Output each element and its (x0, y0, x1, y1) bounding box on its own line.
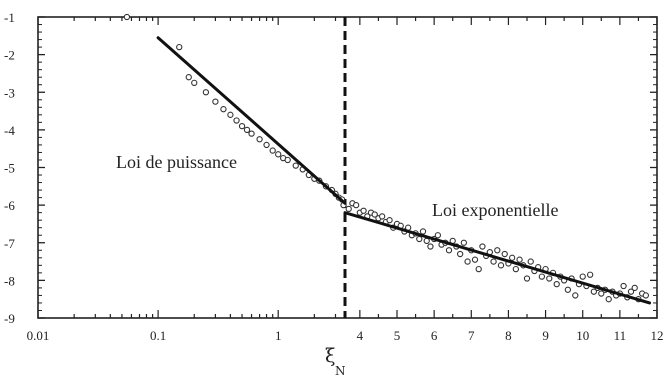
data-point (191, 79, 198, 86)
x-tick-label: 7 (468, 328, 475, 343)
data-point (386, 217, 393, 224)
data-point (471, 256, 479, 263)
x-axis-label-subscript: N (335, 364, 346, 378)
data-point (275, 151, 282, 158)
data-point (620, 282, 627, 290)
data-point (445, 247, 453, 254)
data-point (360, 207, 367, 214)
data-point (590, 288, 598, 295)
data-point (605, 296, 612, 303)
data-point (419, 228, 427, 235)
data-point (497, 262, 505, 269)
x-tick-label: 0.01 (27, 328, 50, 343)
data-point (416, 235, 423, 243)
data-point (212, 98, 219, 105)
data-point (598, 290, 605, 297)
data-point (185, 74, 192, 81)
data-point (464, 258, 471, 265)
data-point (202, 89, 210, 96)
data-point (227, 111, 234, 118)
data-point (243, 126, 251, 134)
data-point (512, 265, 520, 273)
x-tick-label: 11 (614, 328, 627, 343)
x-tick-label: 6 (431, 328, 438, 343)
y-tick-label: -8 (4, 273, 15, 288)
data-point (220, 106, 227, 113)
data-point (527, 258, 534, 265)
data-point (423, 237, 430, 245)
data-point (475, 265, 482, 273)
y-tick-label: -2 (4, 48, 15, 63)
data-point (284, 156, 291, 164)
data-point (538, 273, 546, 280)
y-tick-label: -1 (4, 10, 15, 25)
data-point (123, 13, 131, 21)
data-point (508, 254, 516, 261)
data-point (427, 243, 434, 250)
x-tick-label: 1 (275, 328, 282, 343)
y-tick-label: -6 (4, 198, 15, 213)
data-point (572, 292, 579, 299)
data-point (434, 232, 442, 239)
data-point (345, 205, 352, 213)
data-point (579, 273, 586, 280)
data-point (546, 275, 553, 282)
data-point (263, 141, 270, 149)
plot-frame (37, 16, 658, 319)
x-tick-label: 10 (576, 328, 589, 343)
x-tick-label: 12 (651, 328, 664, 343)
exponential-fit-line (343, 211, 652, 305)
annotation-power-law: Loi de puissance (116, 152, 237, 172)
data-point (586, 271, 594, 278)
x-axis-label: ξ (325, 345, 335, 367)
x-tick-label: 8 (505, 328, 512, 343)
fit-lines (156, 36, 652, 305)
y-tick-label: -9 (4, 311, 15, 326)
data-point (479, 243, 486, 250)
x-tick-labels: 0.01 0.1 1 4 5 6 7 8 9 10 11 12 (27, 328, 664, 343)
y-tick-label: -5 (4, 161, 15, 176)
y-tick-label: -7 (4, 236, 15, 251)
annotation-exponential: Loi exponentielle (432, 200, 558, 220)
data-point (553, 280, 560, 288)
y-tick-label: -4 (4, 123, 15, 138)
data-point (642, 292, 650, 299)
data-point (523, 275, 531, 282)
x-tick-label: 9 (542, 328, 549, 343)
data-point (378, 213, 386, 220)
data-point (292, 162, 299, 169)
data-point (269, 147, 276, 154)
data-point (494, 247, 501, 254)
data-point (233, 117, 240, 124)
data-point (248, 130, 255, 137)
y-tick-labels: -1 -2 -3 -4 -5 -6 -7 -8 -9 (4, 10, 15, 326)
data-point (352, 201, 360, 209)
data-point (460, 239, 468, 246)
data-point (456, 250, 464, 258)
data-point (176, 43, 183, 51)
data-point (501, 250, 508, 258)
y-tick-label: -3 (4, 85, 15, 100)
data-point (490, 258, 497, 265)
data-point (256, 136, 263, 143)
data-point (516, 256, 523, 263)
x-tick-label: 4 (357, 328, 364, 343)
data-point (371, 211, 378, 218)
x-tick-label: 0.1 (150, 328, 166, 343)
data-point (238, 122, 246, 130)
power-law-fit-line (156, 36, 347, 205)
data-point (631, 284, 638, 292)
x-tick-label: 5 (394, 328, 401, 343)
data-point (564, 286, 572, 293)
data-point (627, 288, 635, 295)
